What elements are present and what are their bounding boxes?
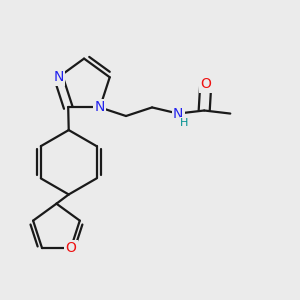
Text: N: N xyxy=(53,70,64,84)
Text: N: N xyxy=(173,106,183,121)
Text: O: O xyxy=(65,241,76,255)
Text: O: O xyxy=(200,77,211,92)
Text: H: H xyxy=(180,118,188,128)
Text: N: N xyxy=(95,100,105,114)
